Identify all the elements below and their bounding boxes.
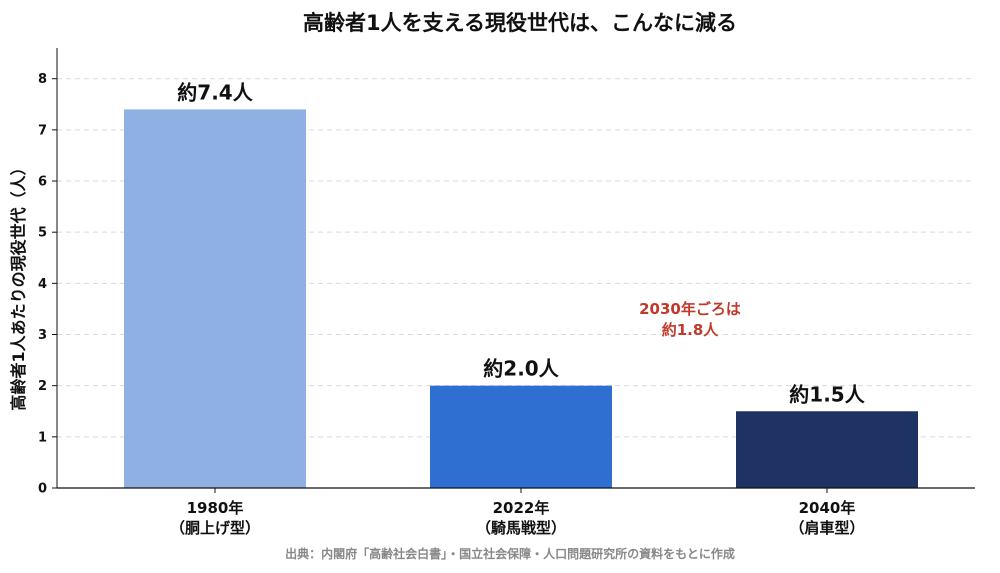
- y-axis-ticks: 0 1 2 3 4 5 6 7 8: [38, 72, 57, 497]
- chart-title: 高齢者1人を支える現役世代は、こんなに減る: [303, 11, 737, 35]
- x-tick-label-type: （騎馬戦型）: [476, 519, 566, 537]
- y-axis-label: 高齢者1人あたりの現役世代（人）: [9, 159, 28, 410]
- bars: [124, 109, 918, 488]
- y-tick-label: 0: [38, 482, 47, 497]
- source-note: 出典：内閣府「高齢社会白書」・国立社会保障・人口問題研究所の資料をもとに作成: [285, 546, 735, 561]
- y-tick-label: 8: [38, 72, 47, 87]
- bar: [124, 109, 306, 488]
- y-tick-label: 3: [38, 328, 47, 343]
- y-tick-label: 4: [38, 277, 47, 292]
- x-tick-label-type: （胴上げ型）: [170, 519, 260, 537]
- x-axis-ticks: 1980年 （胴上げ型） 2022年 （騎馬戦型） 2040年 （肩車型）: [170, 488, 865, 537]
- data-label: 約7.4人: [177, 80, 253, 104]
- data-label: 約2.0人: [483, 357, 559, 381]
- x-tick-label-type: （肩車型）: [789, 519, 864, 537]
- y-tick-label: 5: [38, 226, 47, 241]
- annotation-line-1: 2030年ごろは: [639, 300, 741, 318]
- bar: [430, 385, 612, 488]
- x-tick-label-year: 1980年: [187, 499, 244, 517]
- annotation-line-2: 約1.8人: [662, 321, 720, 339]
- y-tick-label: 6: [38, 175, 47, 190]
- y-tick-label: 7: [38, 123, 47, 138]
- x-tick-label-year: 2040年: [799, 499, 856, 517]
- data-label: 約1.5人: [789, 382, 865, 406]
- y-tick-label: 1: [38, 430, 47, 445]
- x-tick-label-year: 2022年: [493, 499, 550, 517]
- bar: [736, 411, 918, 488]
- y-tick-label: 2: [38, 379, 47, 394]
